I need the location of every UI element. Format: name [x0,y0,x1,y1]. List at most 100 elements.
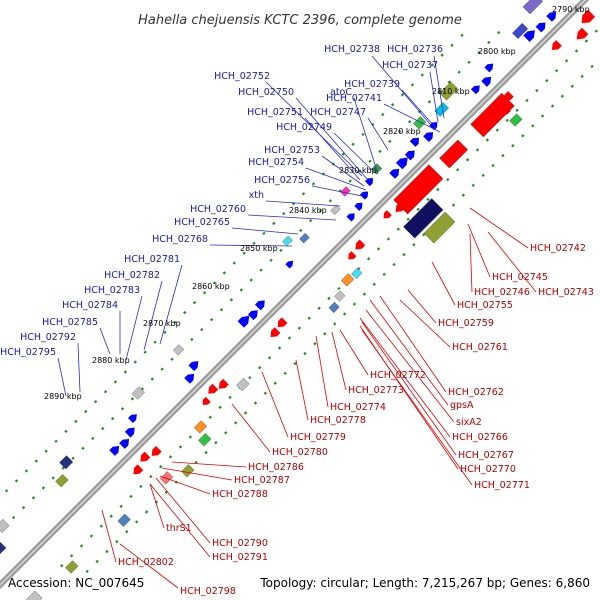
tick-mark [267,356,272,360]
tick-mark [173,320,177,325]
leader-line [487,231,537,293]
tick-mark [144,510,149,514]
reverse-gene-label: HCH_02746 [474,287,530,298]
leader-line [353,97,379,175]
tick-mark [456,168,460,172]
gene-labels: HCH_02738 HCH_02736 HCH_02737 HCH_02752 HCH_… [0,44,594,597]
reverse-gene-block [509,113,523,127]
tick-mark [91,436,95,441]
leader-line [469,233,473,293]
tick-mark [337,286,341,291]
tick-mark [283,371,287,376]
reverse-gene-label: HCH_02788 [212,489,268,500]
leader-line [331,331,347,391]
leader-line [101,509,117,563]
tick-mark [361,132,365,137]
leader-line [315,335,329,408]
reverse-gene-label: sixA2 [456,417,482,428]
leader-line [99,327,111,355]
tick-mark [422,233,426,237]
reverse-gene-label: gpsA [450,400,474,411]
kbp-label: 2880 kbp [92,356,130,365]
reverse-gene-block [334,290,346,302]
tick-mark [120,407,125,411]
reverse-gene-block [117,513,131,527]
tick-mark [95,559,99,564]
tick-mark [150,377,154,381]
kbp-label: 2860 kbp [192,282,230,291]
reverse-gene-label: HCH_02755 [457,300,513,311]
tick-mark [218,405,222,409]
tick-mark [139,484,143,489]
tick-mark [530,124,535,128]
tick-mark [491,163,495,168]
tick-mark [461,193,466,197]
tick-mark [311,182,316,186]
reverse-gene-label: HCH_02771 [474,480,530,491]
reverse-gene-label: HCH_02766 [452,432,508,443]
tick-mark [317,306,321,310]
reverse-gene-label: HCH_02778 [310,415,366,426]
tick-mark [392,262,396,267]
leader-line [383,103,441,133]
tick-mark [81,446,85,450]
reverse-gene-block [351,267,363,280]
tick-mark [129,494,133,499]
reverse-gene-arrow [383,210,392,219]
tick-mark [224,431,228,435]
leader-line [265,81,363,177]
tick-mark [352,302,357,306]
tick-mark [535,88,539,93]
leader-line [159,475,211,495]
reverse-gene-block [236,377,250,392]
leader-line [231,403,271,453]
reverse-gene-label: HCH_02791 [212,552,268,563]
reverse-gene-arrow [140,451,151,462]
tick-mark [272,221,276,226]
tick-mark [323,332,327,336]
tick-mark [584,39,589,43]
forward-gene-arrow [523,30,535,42]
leader-line [407,289,437,324]
tick-mark [183,310,187,315]
tick-mark [143,350,147,354]
reverse-gene-label: HCH_02787 [234,475,290,486]
forward-gene-arrow [484,63,494,73]
tick-mark [79,544,84,548]
leader-line [361,321,457,456]
reverse-gene-block [159,471,174,485]
leader-line [333,132,373,171]
tick-mark [248,375,252,380]
leader-line [149,483,165,529]
forward-gene-arrow [535,22,546,33]
tick-mark [402,252,406,257]
forward-gene-label: HCH_02751 [247,107,303,118]
forward-gene-arrow [354,202,363,211]
reverse-gene-arrow [208,383,219,394]
leader-line [295,97,369,181]
tick-mark [71,456,75,460]
tick-mark [85,569,89,574]
reverse-gene-label: HCH_02773 [348,385,404,396]
forward-gene-label: HCH_02795 [0,347,56,358]
tick-mark [382,272,386,277]
leader-line [247,214,337,221]
leader-line [305,167,367,191]
tick-mark [460,33,464,38]
kbp-label: 2870 kbp [143,319,181,328]
tick-mark [594,29,598,33]
leader-line [304,117,361,181]
forward-gene-arrow [285,260,294,269]
tick-mark [451,203,456,207]
leader-line [429,71,439,123]
tick-mark [242,251,246,255]
tick-mark [342,312,347,316]
tick-mark [109,514,113,518]
tick-mark [74,419,78,424]
leader-line [365,309,455,423]
tick-mark [446,177,450,182]
tick-mark [378,149,382,154]
tick-mark [313,342,317,346]
